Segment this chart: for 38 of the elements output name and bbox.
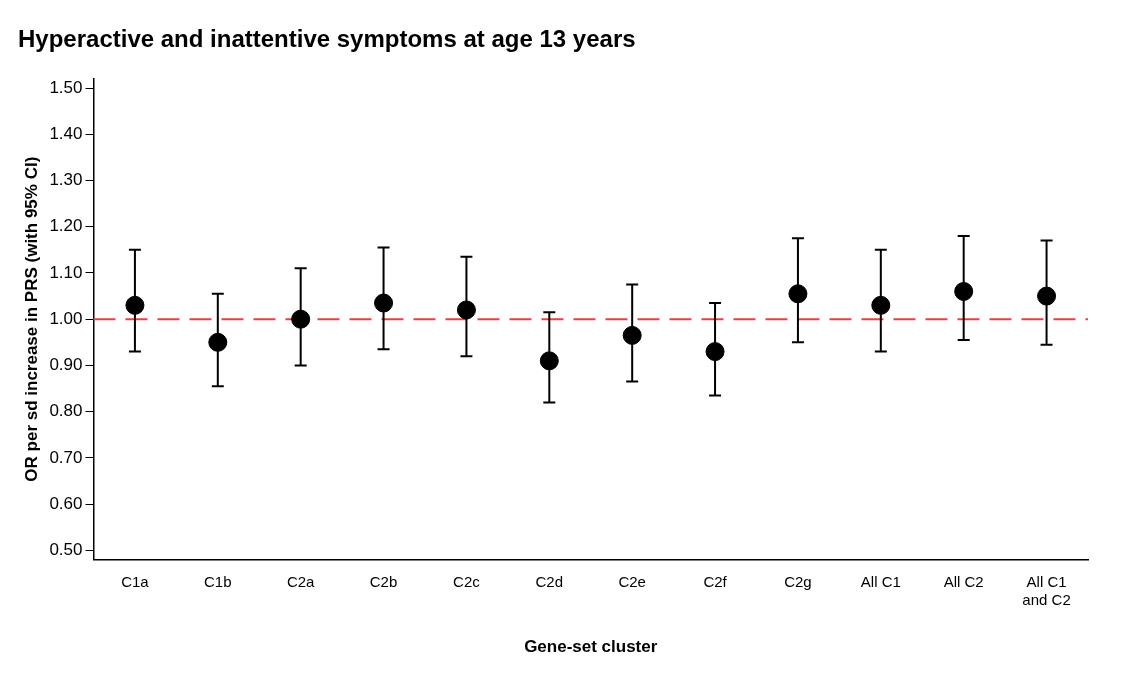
point	[539, 351, 559, 371]
point	[125, 295, 145, 315]
point	[374, 293, 394, 313]
y-tick-label: 0.50	[49, 540, 83, 560]
x-tick-label: All C2	[943, 572, 984, 590]
x-axis-title: Gene-set cluster	[524, 637, 658, 657]
x-tick-label: All C1	[860, 572, 901, 590]
x-tick-label: C2c	[453, 572, 481, 590]
point	[208, 332, 228, 352]
point	[622, 325, 642, 345]
x-tick-label: C2g	[784, 572, 812, 590]
chart-title: Hyperactive and inattentive symptoms at age 13 years	[18, 25, 636, 53]
y-tick-label: 0.80	[49, 401, 83, 421]
point	[705, 342, 725, 362]
x-tick-label: C2d	[535, 572, 564, 590]
y-tick-label: 1.10	[49, 262, 83, 282]
y-tick-label: 0.70	[49, 447, 83, 467]
y-tick-label: 0.60	[49, 493, 83, 513]
point	[954, 281, 974, 301]
y-tick-label: 1.20	[49, 216, 83, 236]
x-tick-label: All C1 and C2	[1022, 572, 1071, 608]
point	[291, 309, 311, 329]
point	[456, 300, 476, 320]
x-tick-label: C2a	[286, 572, 316, 590]
y-tick-label: 1.50	[49, 77, 83, 97]
x-tick-label: C2e	[618, 572, 646, 590]
x-tick-label: C2b	[369, 572, 398, 590]
x-tick-label: C2f	[703, 572, 728, 590]
point	[788, 284, 808, 304]
point	[1037, 286, 1057, 306]
y-tick-label: 0.90	[49, 355, 83, 375]
y-axis-title: OR per sd increase in PRS (with 95% CI)	[21, 156, 41, 482]
point	[871, 295, 891, 315]
x-tick-label: C1b	[204, 572, 232, 590]
x-tick-label: C1a	[121, 572, 150, 590]
y-tick-label: 1.00	[49, 308, 83, 328]
y-tick-label: 1.40	[49, 123, 83, 143]
y-tick-label: 1.30	[49, 170, 83, 190]
